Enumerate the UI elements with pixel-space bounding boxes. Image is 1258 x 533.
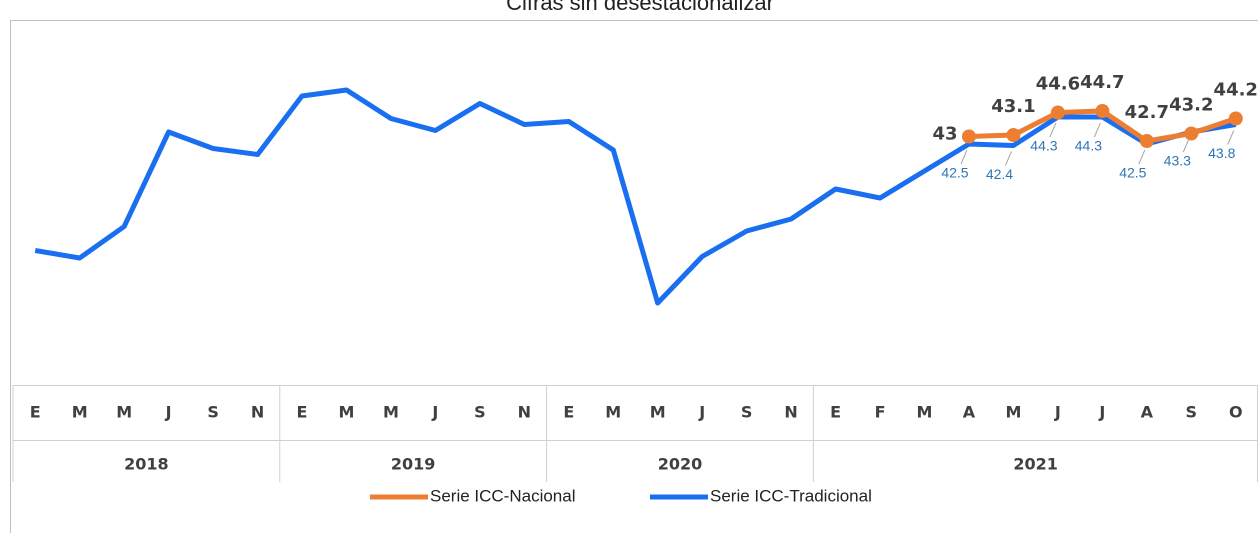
leader-line (1093, 122, 1101, 138)
data-label: 44.2 (1214, 80, 1258, 101)
leader-line (1049, 122, 1057, 138)
data-label: 44.3 (1075, 138, 1102, 154)
x-tick-label: M (339, 403, 355, 422)
x-tick-label: E (563, 403, 574, 422)
data-label: 44.3 (1030, 138, 1057, 154)
leader-line (1004, 151, 1012, 166)
group-label: 2018 (124, 455, 169, 474)
leader-line (960, 149, 968, 165)
legend-label: Serie ICC-Nacional (430, 486, 576, 505)
chart-border (10, 20, 1258, 533)
x-tick-label: F (875, 403, 886, 422)
x-tick-label: J (1098, 403, 1105, 422)
x-tick-label: E (30, 403, 41, 422)
leader-line (1227, 130, 1235, 145)
data-label: 43.1 (991, 96, 1035, 117)
marker (961, 129, 976, 144)
marker (1139, 134, 1154, 148)
data-label: 44.7 (1080, 72, 1124, 93)
marker (1228, 111, 1243, 126)
data-label: 43.8 (1208, 145, 1235, 161)
leader-line (1138, 149, 1146, 165)
x-tick-label: S (474, 403, 486, 422)
chart-title: Cifras sin desestacionalizar (506, 0, 774, 15)
x-tick-label: M (1005, 403, 1021, 422)
x-tick-label: A (963, 403, 976, 422)
data-label: 42.5 (941, 165, 968, 181)
marker (1184, 126, 1199, 141)
leader-line (1182, 137, 1190, 153)
data-label: 43 (932, 124, 957, 145)
x-tick-label: S (1186, 403, 1198, 422)
x-tick-label: E (830, 403, 841, 422)
x-tick-label: O (1229, 403, 1243, 422)
x-tick-label: J (431, 403, 438, 422)
x-tick-label: M (917, 403, 933, 422)
x-tick-label: A (1141, 403, 1154, 422)
data-label: 42.4 (986, 166, 1013, 182)
data-label: 44.6 (1036, 74, 1080, 95)
x-tick-label: M (72, 403, 88, 422)
x-tick-label: M (116, 403, 132, 422)
group-label: 2021 (1013, 455, 1058, 474)
x-tick-label: M (650, 403, 666, 422)
line-1 (34, 87, 1237, 306)
x-tick-label: E (297, 403, 308, 422)
x-tick-label: N (784, 403, 797, 422)
x-tick-label: N (251, 403, 264, 422)
marker (1050, 105, 1065, 120)
marker (1006, 128, 1021, 142)
data-label: 42.7 (1125, 102, 1169, 123)
x-tick-label: N (518, 403, 531, 422)
data-label: 43.2 (1169, 95, 1213, 116)
marker (1095, 104, 1110, 118)
x-tick-label: S (207, 403, 219, 422)
group-label: 2019 (391, 455, 436, 474)
x-tick-label: J (698, 403, 705, 422)
x-tick-label: M (383, 403, 399, 422)
x-tick-label: J (165, 403, 172, 422)
data-label: 42.5 (1119, 165, 1146, 181)
x-tick-label: M (605, 403, 621, 422)
group-label: 2020 (658, 455, 703, 474)
x-tick-label: S (741, 403, 753, 422)
legend-label: Serie ICC-Tradicional (710, 486, 872, 505)
x-tick-label: J (1054, 403, 1061, 422)
data-label: 43.3 (1164, 153, 1191, 169)
